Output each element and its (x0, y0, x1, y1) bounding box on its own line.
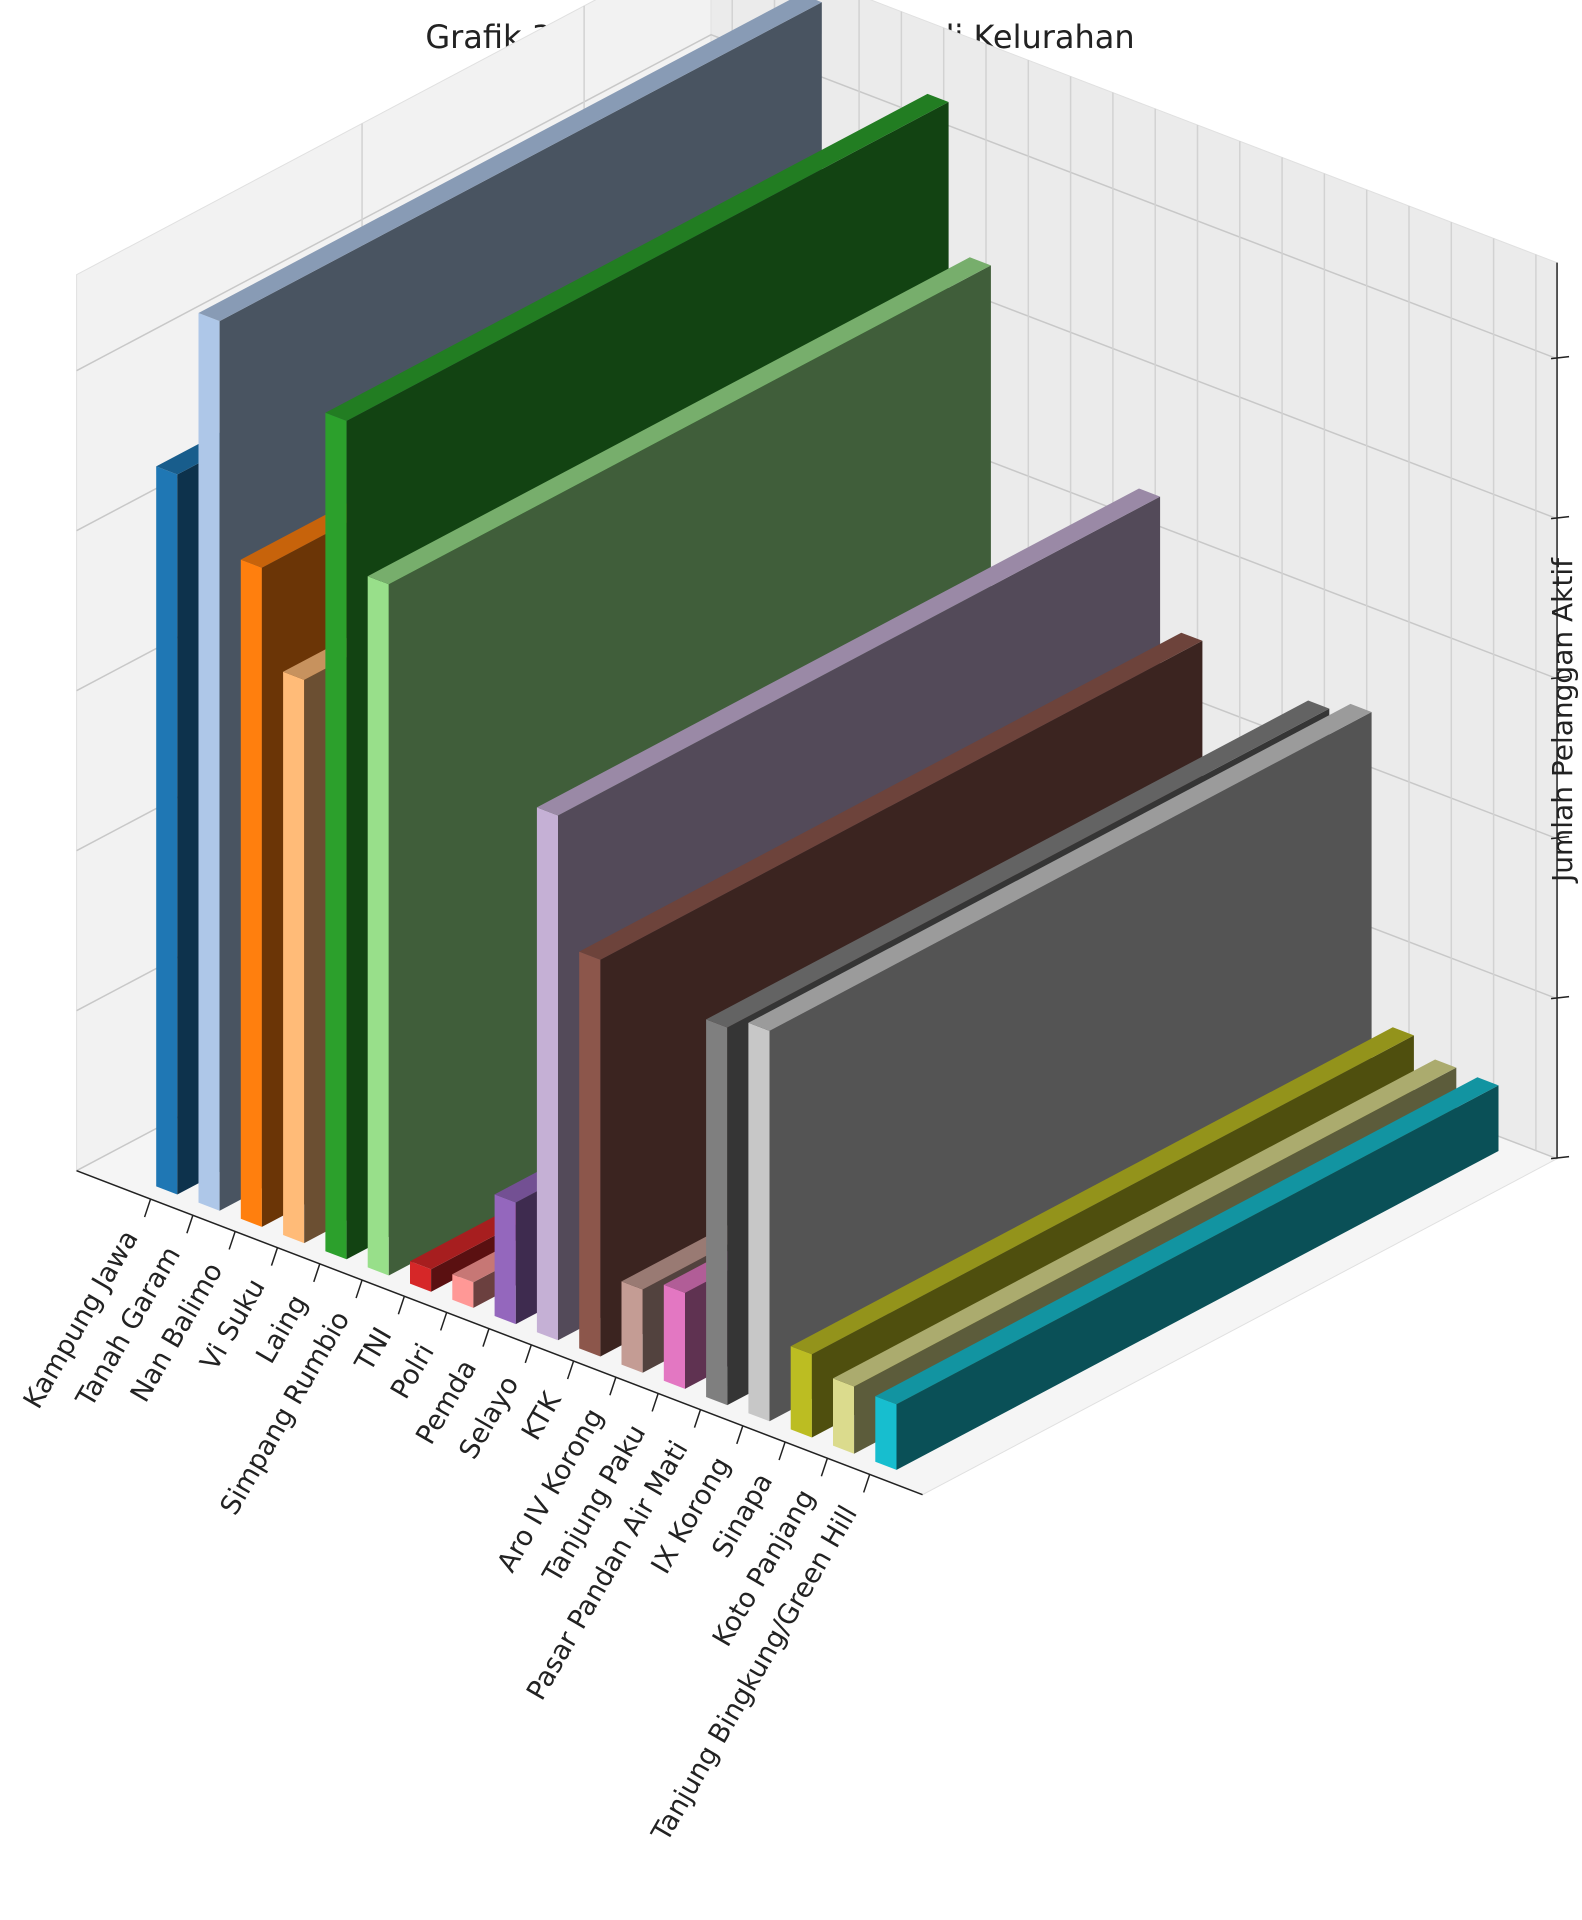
bar-top-face (367, 257, 991, 585)
bar-front-face (663, 1284, 685, 1389)
z-axis-label: Jumlah Pelanggan Aktif (1546, 557, 1579, 884)
z-tick-mark (1550, 1155, 1570, 1160)
bar-top-face (875, 1077, 1499, 1405)
x-tick-mark (313, 1263, 321, 1283)
x-tick-mark (524, 1344, 532, 1364)
bar-front-face (536, 807, 558, 1341)
z-tick-mark (1550, 835, 1570, 840)
bar-front-face (706, 1019, 728, 1406)
x-tick-mark (736, 1425, 744, 1445)
bar-front-face (790, 1346, 812, 1438)
bar-front-face (367, 576, 389, 1276)
bar-top-face (748, 703, 1372, 1031)
x-tick-mark (820, 1458, 829, 1477)
bar-front-face (283, 671, 305, 1244)
bar-front-face (579, 951, 601, 1357)
bar-front-face (452, 1274, 474, 1308)
bar-front-face (875, 1396, 897, 1470)
x-tick-mark (228, 1231, 236, 1250)
z-tick-mark (1550, 675, 1570, 680)
z-axis-ticks: 05001000150020002500 (1550, 262, 1570, 1160)
x-tick-mark (270, 1247, 279, 1266)
x-tick-mark (778, 1441, 786, 1461)
bar (875, 1077, 1499, 1470)
bar-front-face (748, 1022, 770, 1422)
bar-front-face (240, 559, 262, 1227)
bar-front-face (198, 313, 220, 1211)
bar-front-face (621, 1281, 643, 1373)
x-tick-mark (439, 1312, 448, 1331)
x-tick-mark (482, 1328, 490, 1347)
bar-top-face (706, 700, 1330, 1028)
bar-front-face (156, 466, 178, 1195)
x-axis-line (76, 1169, 923, 1496)
bar-front-face (833, 1378, 855, 1454)
x-tick-mark (397, 1296, 406, 1315)
x-tick-mark (143, 1198, 152, 1218)
x-tick-label: TNI (349, 1322, 399, 1377)
bars (156, 0, 1499, 1470)
x-tick-label: KTK (516, 1386, 568, 1446)
x-tick-mark (355, 1279, 363, 1299)
x-tick-mark (693, 1409, 702, 1428)
x-tick-mark (186, 1215, 194, 1234)
bar-side-face (769, 712, 1372, 1422)
x-tick-mark (862, 1474, 871, 1493)
bar-front-face (325, 412, 347, 1260)
x-tick-mark (566, 1360, 575, 1380)
z-tick-mark (1550, 515, 1570, 520)
bar-top-face (579, 632, 1203, 960)
bar-top-face (536, 488, 1161, 816)
x-tick-mark (651, 1393, 659, 1412)
bar-top-face (198, 0, 822, 322)
z-tick-mark (1550, 355, 1570, 360)
bar-front-face (494, 1194, 516, 1325)
bar-top-face (833, 1059, 1457, 1387)
bar-side-face (896, 1085, 1499, 1470)
z-tick-mark (1550, 995, 1570, 1000)
bar-top-face (325, 93, 949, 421)
bar-front-face (410, 1261, 432, 1292)
bar-top-face (790, 1027, 1414, 1355)
z-grid-line (76, 33, 1558, 372)
bar (748, 703, 1372, 1422)
x-tick-mark (609, 1377, 617, 1396)
